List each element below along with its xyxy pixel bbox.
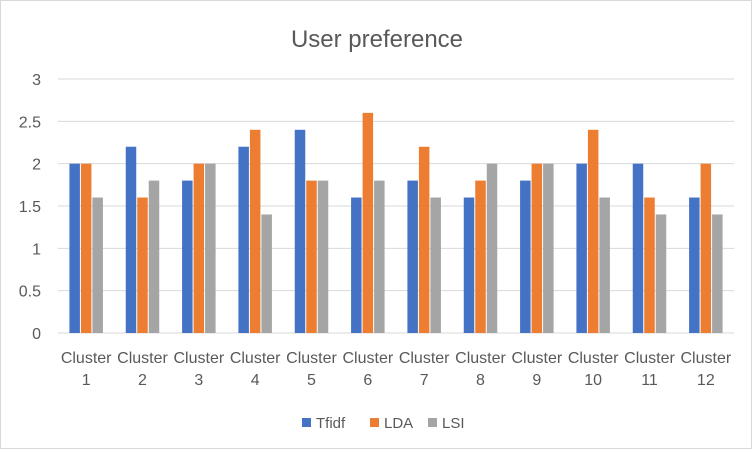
x-tick-label: 5 bbox=[307, 372, 316, 389]
legend-swatch bbox=[428, 418, 437, 427]
bar-lsi-7 bbox=[430, 197, 441, 333]
legend-item-lsi: LSI bbox=[428, 415, 465, 432]
bar-lda-10 bbox=[587, 129, 599, 333]
legend-item-tfidf: Tfidf bbox=[302, 415, 346, 432]
y-tick-label: 1 bbox=[32, 241, 41, 258]
legend-label: Tfidf bbox=[316, 415, 346, 432]
x-tick-label: 12 bbox=[697, 372, 715, 389]
x-tick-label: Cluster bbox=[230, 350, 281, 367]
x-tick-label: 2 bbox=[138, 372, 147, 389]
bar-lsi-3 bbox=[205, 163, 216, 333]
bar-lsi-6 bbox=[374, 180, 385, 333]
bar-tfidf-12 bbox=[689, 197, 700, 333]
x-tick-label: Cluster bbox=[568, 350, 619, 367]
bar-tfidf-3 bbox=[182, 180, 193, 333]
x-tick-label: Cluster bbox=[455, 350, 506, 367]
bar-tfidf-10 bbox=[576, 163, 587, 333]
x-tick-label: Cluster bbox=[61, 350, 112, 367]
bar-lda-2 bbox=[137, 197, 148, 333]
legend-label: LSI bbox=[442, 415, 465, 432]
x-tick-label: 4 bbox=[251, 372, 260, 389]
bar-lda-8 bbox=[475, 180, 486, 333]
x-tick-label: 11 bbox=[641, 372, 658, 389]
x-tick-label: 3 bbox=[194, 372, 203, 389]
bar-lda-5 bbox=[306, 180, 317, 333]
bar-lsi-9 bbox=[543, 163, 554, 333]
bar-lsi-5 bbox=[317, 180, 329, 333]
x-tick-label: 6 bbox=[363, 372, 372, 389]
bar-lsi-12 bbox=[712, 214, 723, 333]
x-tick-label: Cluster bbox=[511, 350, 562, 367]
bar-lda-4 bbox=[249, 129, 261, 333]
legend-swatch bbox=[370, 418, 379, 427]
bar-tfidf-11 bbox=[632, 163, 644, 333]
x-tick-label: Cluster bbox=[680, 350, 731, 367]
bar-lda-9 bbox=[531, 163, 543, 333]
x-tick-label: Cluster bbox=[342, 350, 393, 367]
x-tick-label: Cluster bbox=[173, 350, 224, 367]
bar-lsi-8 bbox=[486, 163, 498, 333]
bar-lsi-1 bbox=[92, 197, 103, 333]
y-tick-label: 2 bbox=[32, 157, 41, 174]
y-axis-ticks: 0 0.5 1 1.5 2 2.5 3 bbox=[19, 72, 41, 343]
bar-lsi-2 bbox=[148, 180, 160, 333]
bar-tfidf-2 bbox=[125, 146, 137, 333]
x-tick-label: Cluster bbox=[624, 350, 675, 367]
bar-lsi-10 bbox=[599, 197, 610, 333]
bar-lda-6 bbox=[362, 112, 374, 333]
bar-lsi-11 bbox=[655, 214, 667, 333]
x-tick-label: 10 bbox=[584, 372, 602, 389]
legend-item-lda: LDA bbox=[370, 415, 413, 432]
gridlines bbox=[58, 78, 734, 334]
x-tick-label: Cluster bbox=[286, 350, 337, 367]
bar-lda-11 bbox=[644, 197, 655, 333]
bar-tfidf-1 bbox=[69, 163, 80, 333]
x-tick-label: 9 bbox=[532, 372, 541, 389]
bar-lsi-4 bbox=[261, 214, 272, 333]
bar-lda-1 bbox=[80, 163, 92, 333]
y-tick-label: 3 bbox=[32, 72, 41, 89]
bar-lda-3 bbox=[193, 163, 205, 333]
bar-lda-12 bbox=[700, 163, 712, 333]
bar-tfidf-8 bbox=[463, 197, 475, 333]
legend-label: LDA bbox=[384, 415, 413, 432]
bar-tfidf-9 bbox=[520, 180, 531, 333]
bar-tfidf-7 bbox=[407, 180, 418, 333]
x-tick-label: Cluster bbox=[117, 350, 168, 367]
y-tick-label: 2.5 bbox=[19, 114, 41, 131]
y-tick-label: 1.5 bbox=[19, 199, 41, 216]
legend-swatch bbox=[302, 418, 311, 427]
x-tick-label: Cluster bbox=[399, 350, 450, 367]
x-tick-label: 1 bbox=[82, 372, 91, 389]
x-tick-label: 8 bbox=[476, 372, 485, 389]
x-tick-label: 7 bbox=[420, 372, 429, 389]
bar-tfidf-5 bbox=[294, 129, 306, 333]
y-tick-label: 0.5 bbox=[19, 284, 41, 301]
bar-lda-7 bbox=[418, 146, 430, 333]
bar-tfidf-4 bbox=[238, 146, 249, 333]
x-axis-ticks: Cluster 1 Cluster 2 Cluster 3 Cluster 4 Cluster 5… bbox=[61, 350, 732, 389]
y-tick-label: 0 bbox=[32, 326, 41, 343]
legend: Tfidf LDA LSI bbox=[302, 415, 465, 432]
bar-tfidf-6 bbox=[351, 197, 362, 333]
bars bbox=[69, 112, 723, 333]
chart-title: User preference bbox=[291, 26, 463, 53]
